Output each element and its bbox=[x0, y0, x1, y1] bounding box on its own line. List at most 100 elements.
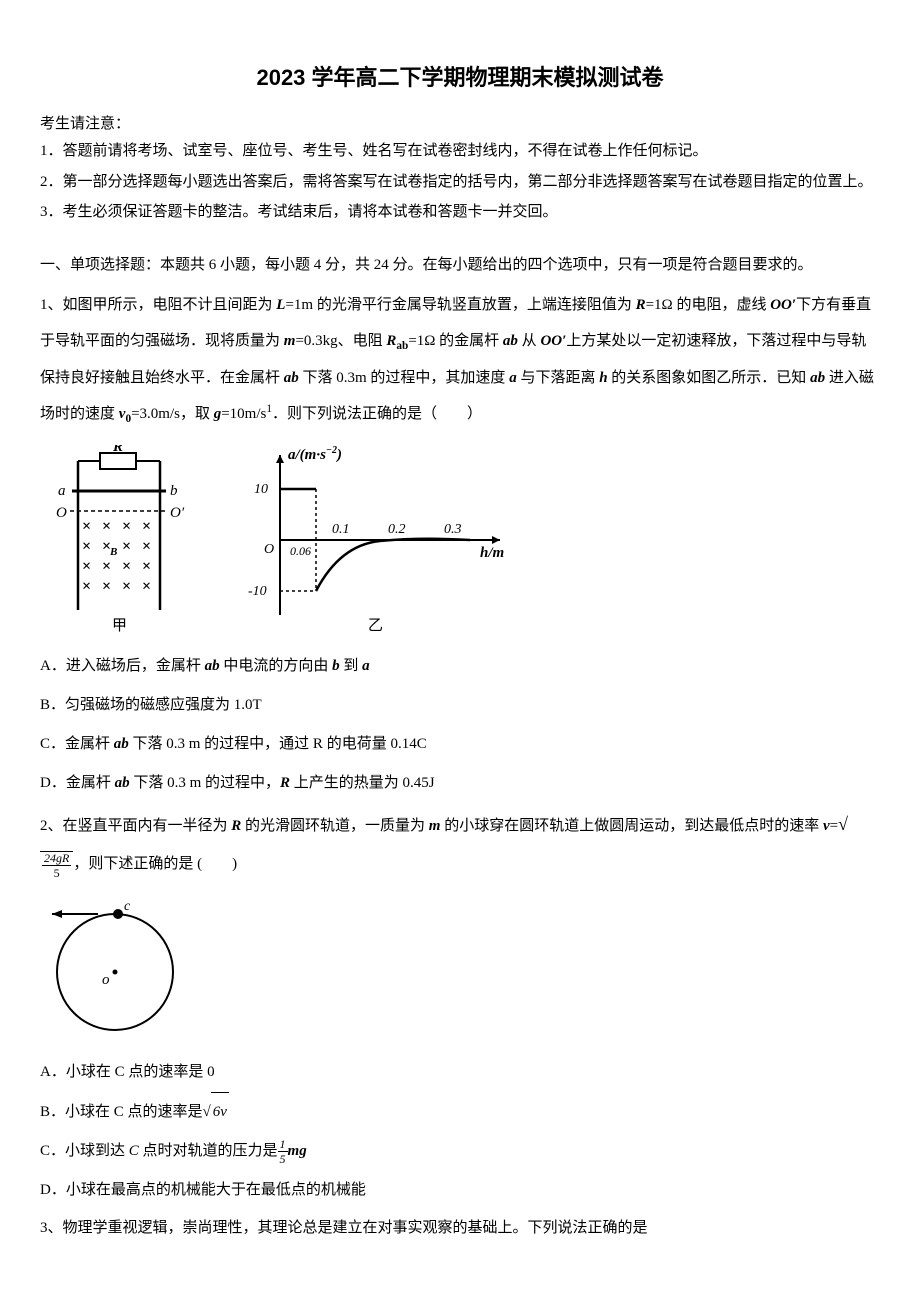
notice-line-1: 1．答题前请将考场、试室号、座位号、考生号、姓名写在试卷密封线内，不得在试卷上作… bbox=[40, 137, 880, 166]
q2-m: m bbox=[429, 818, 441, 834]
q2c-C: C bbox=[129, 1143, 139, 1159]
q1-m: m bbox=[284, 333, 296, 349]
fig2-y10: 10 bbox=[254, 482, 268, 497]
fig1-a: a bbox=[58, 483, 66, 499]
q1-p2: =1Ω 的电阻，虚线 bbox=[646, 297, 771, 313]
q1d-pre: D．金属杆 bbox=[40, 775, 115, 791]
fig2-yn10: -10 bbox=[248, 584, 267, 599]
q1-p12: =3.0m/s，取 bbox=[131, 406, 214, 422]
figure-yi: a/(m·s−2) 10 -10 O 0.06 0.1 0.2 0.3 h/m … bbox=[240, 445, 520, 635]
q1-p13: =10m/s bbox=[221, 406, 266, 422]
fig1-O: O bbox=[56, 505, 67, 521]
svg-text:×: × bbox=[142, 518, 151, 535]
q1-p8: 下落 0.3m 的过程中，其加速度 bbox=[299, 370, 509, 386]
q1-p5: =1Ω 的金属杆 bbox=[408, 333, 503, 349]
q1a-mid: 中电流的方向由 bbox=[220, 658, 333, 674]
fig2-O: O bbox=[264, 542, 274, 557]
q2b-pre: B．小球在 C 点的速率是 bbox=[40, 1104, 203, 1120]
q1-p14: ．则下列说法正确的是（ ） bbox=[272, 406, 482, 422]
q2-sqrt-frac: 24gR5 bbox=[40, 851, 73, 879]
q1-Rab: R bbox=[386, 333, 396, 349]
q1a-a: a bbox=[362, 658, 370, 674]
fig1-Op: O′ bbox=[170, 505, 185, 521]
q2-prefix: 2、在竖直平面内有一半径为 bbox=[40, 818, 231, 834]
fig3-o: o bbox=[102, 972, 110, 988]
q1a-b: b bbox=[332, 658, 340, 674]
fig2-x01: 0.1 bbox=[332, 522, 350, 537]
q1d-ab: ab bbox=[115, 775, 130, 791]
question-2: 2、在竖直平面内有一半径为 R 的光滑圆环轨道，一质量为 m 的小球穿在圆环轨道… bbox=[40, 803, 880, 882]
q2-option-c: C．小球到达 C 点时对轨道的压力是15mg bbox=[40, 1132, 880, 1171]
svg-text:×: × bbox=[82, 538, 91, 555]
q1-option-b: B．匀强磁场的磁感应强度为 1.0T bbox=[40, 686, 880, 725]
figure-jia: R a b O O′ ×××× ×××× ×××× ×××× B 甲 bbox=[40, 445, 210, 635]
section-1-heading: 一、单项选择题：本题共 6 小题，每小题 4 分，共 24 分。在每小题给出的四… bbox=[40, 251, 880, 280]
q1-text: 1、如图甲所示，电阻不计且间距为 bbox=[40, 297, 276, 313]
q2-p2: 的小球穿在圆环轨道上做圆周运动，到达最低点时的速率 bbox=[440, 818, 823, 834]
svg-text:×: × bbox=[122, 518, 131, 535]
figure-circle: o c bbox=[40, 890, 880, 1045]
q2-option-b: B．小球在 C 点的速率是√6v bbox=[40, 1092, 880, 1132]
question-3: 3、物理学重视逻辑，崇尚理性，其理论总是建立在对事实观察的基础上。下列说法正确的… bbox=[40, 1210, 880, 1246]
q1-a: a bbox=[509, 370, 517, 386]
q1-option-c: C．金属杆 ab 下落 0.3 m 的过程中，通过 R 的电荷量 0.14C bbox=[40, 725, 880, 764]
q1-ab2: ab bbox=[284, 370, 299, 386]
fig2-x02: 0.2 bbox=[388, 522, 406, 537]
q2c-mg: mg bbox=[288, 1143, 307, 1159]
q1a-ab: ab bbox=[205, 658, 220, 674]
fig2-yi: 乙 bbox=[368, 618, 383, 634]
q1-p6: 从 bbox=[518, 333, 541, 349]
q1-p10: 的关系图象如图乙所示．已知 bbox=[608, 370, 811, 386]
q2-p3: = bbox=[830, 818, 838, 834]
q1-ab1: ab bbox=[503, 333, 518, 349]
q1-R: R bbox=[636, 297, 646, 313]
q2-v: v bbox=[823, 818, 830, 834]
svg-text:×: × bbox=[142, 578, 151, 595]
q1-figures: R a b O O′ ×××× ×××× ×××× ×××× B 甲 a/(m·… bbox=[40, 445, 880, 635]
q1c-ab: ab bbox=[114, 736, 129, 752]
q1a-pre: A．进入磁场后，金属杆 bbox=[40, 658, 205, 674]
q1-option-a: A．进入磁场后，金属杆 ab 中电流的方向由 b 到 a bbox=[40, 647, 880, 686]
q2c-frac: 15 bbox=[278, 1138, 288, 1165]
q1c-pre: C．金属杆 bbox=[40, 736, 114, 752]
fig1-R: R bbox=[112, 445, 123, 455]
q1-p4: =0.3kg、电阻 bbox=[295, 333, 386, 349]
q2b-sqrt: 6v bbox=[211, 1092, 229, 1132]
q1-OO2: OO′ bbox=[540, 333, 566, 349]
svg-text:×: × bbox=[82, 518, 91, 535]
svg-text:×: × bbox=[122, 558, 131, 575]
q2-R: R bbox=[231, 818, 241, 834]
question-1: 1、如图甲所示，电阻不计且间距为 L=1m 的光滑平行金属导轨竖直放置，上端连接… bbox=[40, 287, 880, 433]
q1d-mid: 下落 0.3 m 的过程中， bbox=[130, 775, 280, 791]
q2-frac-num: 24gR bbox=[42, 852, 71, 866]
svg-text:×: × bbox=[82, 558, 91, 575]
svg-text:×: × bbox=[102, 578, 111, 595]
fig1-B: B bbox=[109, 546, 117, 558]
fig2-xlabel: h/m bbox=[480, 545, 504, 561]
fig2-x006: 0.06 bbox=[290, 544, 311, 558]
svg-text:×: × bbox=[82, 578, 91, 595]
fig2-ylabel: a/(m·s bbox=[288, 447, 326, 463]
svg-text:×: × bbox=[122, 538, 131, 555]
svg-text:×: × bbox=[102, 558, 111, 575]
q1d-R: R bbox=[280, 775, 290, 791]
notice-heading: 考生请注意： bbox=[40, 112, 880, 133]
q2-p4: ，则下述正确的是 ( ) bbox=[73, 856, 237, 872]
svg-text:a/(m·s−2): a/(m·s−2) bbox=[288, 445, 342, 463]
q1d-post: 上产生的热量为 0.45J bbox=[290, 775, 435, 791]
fig1-b: b bbox=[170, 483, 178, 499]
q2-option-d: D．小球在最高点的机械能大于在最低点的机械能 bbox=[40, 1171, 880, 1210]
q2-p1: 的光滑圆环轨道，一质量为 bbox=[241, 818, 429, 834]
q2c-num: 1 bbox=[278, 1138, 288, 1152]
notice-line-3: 3．考生必须保证答题卡的整洁。考试结束后，请将本试卷和答题卡一并交回。 bbox=[40, 198, 880, 227]
q1-h: h bbox=[599, 370, 607, 386]
q1-ab3: ab bbox=[810, 370, 825, 386]
fig3-c: c bbox=[124, 899, 131, 914]
q2c-den: 5 bbox=[278, 1152, 288, 1165]
q1-Rab-sub: ab bbox=[396, 340, 408, 352]
q1-p9: 与下落距离 bbox=[517, 370, 600, 386]
q1c-post: 下落 0.3 m 的过程中，通过 R 的电荷量 0.14C bbox=[129, 736, 427, 752]
q1-option-d: D．金属杆 ab 下落 0.3 m 的过程中，R 上产生的热量为 0.45J bbox=[40, 764, 880, 803]
fig2-yexp: −2 bbox=[326, 445, 337, 456]
svg-text:×: × bbox=[102, 518, 111, 535]
